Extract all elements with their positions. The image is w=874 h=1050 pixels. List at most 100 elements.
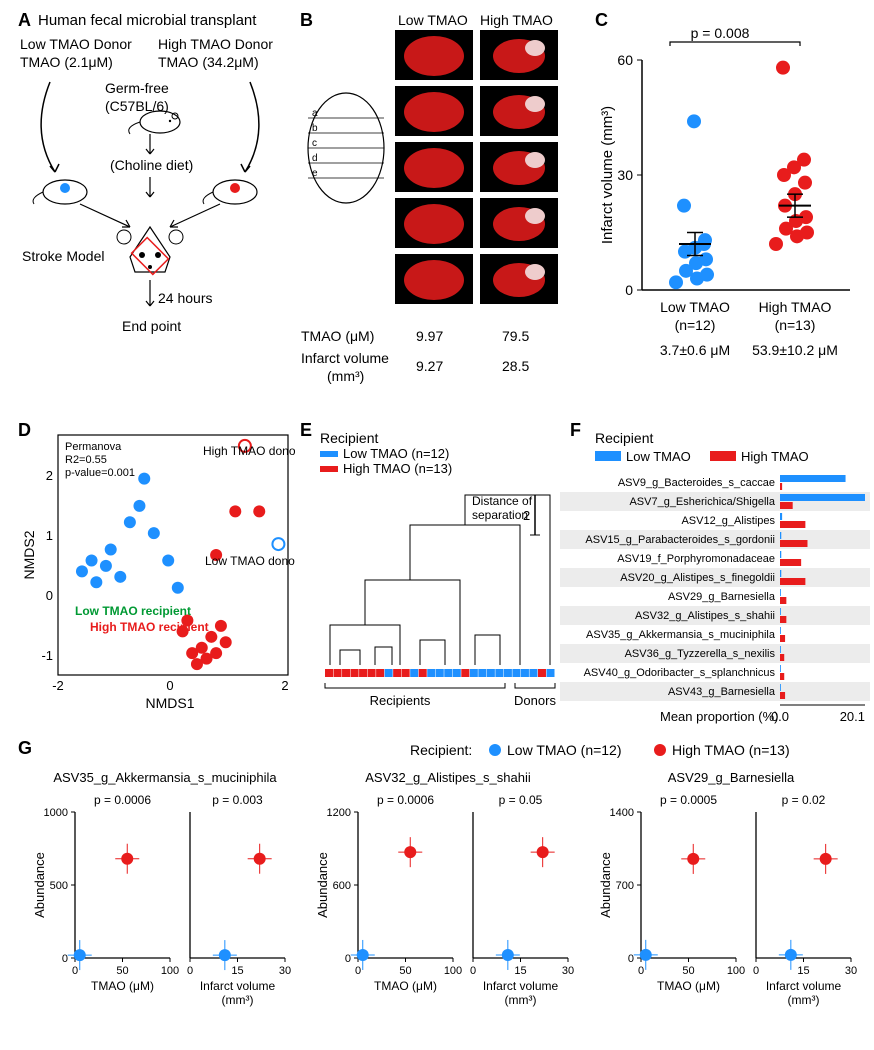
svg-text:p = 0.0006: p = 0.0006 — [94, 793, 151, 807]
panel-label-g: G — [18, 738, 32, 759]
svg-text:Low TMAO (n=12): Low TMAO (n=12) — [343, 446, 449, 461]
svg-text:0.0: 0.0 — [771, 709, 789, 724]
svg-text:ASV35_g_Akkermansia_s_muciniph: ASV35_g_Akkermansia_s_muciniphila — [53, 770, 277, 785]
panel-a-high-donor-l1: High TMAO Donor — [158, 36, 273, 52]
svg-text:ASV29_g_Barnesiella: ASV29_g_Barnesiella — [668, 591, 776, 603]
svg-text:0: 0 — [638, 965, 644, 977]
svg-text:50: 50 — [399, 965, 411, 977]
svg-text:Recipient: Recipient — [320, 430, 378, 446]
svg-text:0: 0 — [628, 953, 634, 965]
svg-text:500: 500 — [50, 880, 68, 892]
panel-e-dendro: Recipient Low TMAO (n=12) High TMAO (n=1… — [310, 425, 565, 715]
svg-text:ASV19_f_Porphyromonadaceae: ASV19_f_Porphyromonadaceae — [617, 553, 775, 565]
svg-text:0: 0 — [470, 965, 476, 977]
svg-text:(mm³): (mm³) — [788, 993, 820, 1007]
panel-b-low-inf: 9.27 — [416, 358, 443, 374]
panel-b-inf-lbl2: (mm³) — [327, 368, 364, 384]
svg-text:d: d — [312, 153, 318, 164]
svg-text:100: 100 — [161, 965, 179, 977]
svg-text:(mm³): (mm³) — [505, 993, 537, 1007]
svg-text:15: 15 — [514, 965, 526, 977]
svg-text:15: 15 — [797, 965, 809, 977]
panel-a-low-donor-l1: Low TMAO Donor — [20, 36, 132, 52]
panel-g-subplot: ASV35_g_Akkermansia_s_muciniphilap = 0.0… — [30, 768, 305, 1038]
panel-g-subplot: ASV32_g_Alistipes_s_shahiip = 0.00060600… — [313, 768, 588, 1038]
svg-text:Infarct volume: Infarct volume — [766, 979, 842, 993]
svg-text:Abundance: Abundance — [32, 852, 47, 918]
panel-label-b: B — [300, 10, 313, 31]
panel-b-high-tmao: 79.5 — [502, 328, 529, 344]
svg-text:High TMAO recipient: High TMAO recipient — [90, 620, 209, 634]
svg-text:3.7±0.6 μM: 3.7±0.6 μM — [660, 342, 730, 358]
svg-text:Donors: Donors — [514, 693, 556, 708]
svg-text:Infarct volume (mm³): Infarct volume (mm³) — [600, 106, 616, 244]
svg-text:ASV15_g_Parabacteroides_s_gord: ASV15_g_Parabacteroides_s_gordonii — [585, 534, 775, 546]
panel-a-title: Human fecal microbial transplant — [38, 12, 256, 29]
panel-a-endpoint: End point — [122, 318, 181, 334]
svg-text:ASV29_g_Barnesiella: ASV29_g_Barnesiella — [668, 770, 795, 785]
svg-text:(n=12): (n=12) — [675, 317, 716, 333]
svg-text:-1: -1 — [41, 648, 53, 663]
svg-text:0: 0 — [625, 282, 633, 298]
svg-text:Infarct volume: Infarct volume — [200, 979, 276, 993]
svg-text:ASV43_g_Barnesiella: ASV43_g_Barnesiella — [668, 686, 776, 698]
svg-text:Recipients: Recipients — [370, 693, 431, 708]
svg-text:a: a — [312, 108, 318, 119]
svg-text:High TMAO: High TMAO — [759, 299, 832, 315]
panel-g-legend: Recipient: Low TMAO (n=12) High TMAO (n=… — [300, 740, 860, 764]
svg-text:30: 30 — [845, 965, 857, 977]
svg-text:e: e — [312, 168, 318, 179]
svg-text:1400: 1400 — [610, 807, 634, 819]
svg-text:Abundance: Abundance — [598, 852, 613, 918]
svg-text:60: 60 — [617, 52, 633, 68]
svg-text:Low TMAO: Low TMAO — [626, 449, 691, 464]
svg-text:Mean proportion (%): Mean proportion (%) — [660, 709, 779, 724]
svg-text:High TMAO donor: High TMAO donor — [203, 444, 295, 458]
svg-text:(mm³): (mm³) — [222, 993, 254, 1007]
svg-text:1200: 1200 — [327, 807, 351, 819]
svg-text:(n=13): (n=13) — [775, 317, 816, 333]
svg-text:1: 1 — [46, 528, 53, 543]
svg-text:p = 0.02: p = 0.02 — [782, 793, 826, 807]
panel-label-a: A — [18, 10, 31, 31]
svg-text:ASV20_g_Alistipes_s_finegoldii: ASV20_g_Alistipes_s_finegoldii — [620, 572, 775, 584]
panel-g-subplot: ASV29_g_Barnesiellap = 0.000507001400Abu… — [596, 768, 871, 1038]
svg-text:Low TMAO (n=12): Low TMAO (n=12) — [507, 742, 622, 758]
svg-text:p = 0.0006: p = 0.0006 — [377, 793, 434, 807]
svg-text:High TMAO: High TMAO — [741, 449, 809, 464]
svg-text:ASV35_g_Akkermansia_s_muciniph: ASV35_g_Akkermansia_s_muciniphila — [586, 629, 776, 641]
svg-text:p-value=0.001: p-value=0.001 — [65, 467, 135, 479]
svg-text:50: 50 — [116, 965, 128, 977]
svg-text:Recipient: Recipient — [595, 430, 653, 446]
svg-text:ASV40_g_Odoribacter_s_splanchn: ASV40_g_Odoribacter_s_splanchnicus — [584, 667, 776, 679]
svg-text:0: 0 — [62, 953, 68, 965]
panel-a-low-donor-l2: TMAO (2.1μM) — [20, 54, 113, 70]
svg-text:Recipient:: Recipient: — [410, 742, 472, 758]
svg-text:TMAO (μM): TMAO (μM) — [91, 979, 154, 993]
panel-b-inf-lbl1: Infarct volume — [301, 350, 389, 366]
panel-a-stroke: Stroke Model — [22, 248, 104, 264]
svg-text:0: 0 — [72, 965, 78, 977]
svg-text:Infarct volume: Infarct volume — [483, 979, 559, 993]
svg-text:0: 0 — [187, 965, 193, 977]
svg-text:0: 0 — [355, 965, 361, 977]
svg-text:1000: 1000 — [44, 807, 68, 819]
svg-text:p = 0.008: p = 0.008 — [691, 25, 750, 41]
svg-text:Abundance: Abundance — [315, 852, 330, 918]
brain-slices: abcde — [395, 30, 565, 323]
svg-text:ASV36_g_Tyzzerella_s_nexilis: ASV36_g_Tyzzerella_s_nexilis — [625, 648, 776, 660]
svg-text:High TMAO (n=13): High TMAO (n=13) — [672, 742, 790, 758]
svg-text:0: 0 — [46, 588, 53, 603]
svg-text:Distance of: Distance of — [472, 494, 533, 508]
panel-b-tmao-lbl: TMAO (μM) — [301, 328, 374, 344]
svg-text:ASV12_g_Alistipes: ASV12_g_Alistipes — [681, 515, 775, 527]
svg-text:ASV32_g_Alistipes_s_shahii: ASV32_g_Alistipes_s_shahii — [635, 610, 775, 622]
svg-text:20.1: 20.1 — [840, 709, 865, 724]
svg-text:30: 30 — [617, 167, 633, 183]
svg-text:c: c — [312, 138, 317, 149]
svg-text:Permanova: Permanova — [65, 441, 122, 453]
svg-text:100: 100 — [727, 965, 745, 977]
svg-text:-2: -2 — [52, 678, 64, 693]
svg-text:High TMAO (n=13): High TMAO (n=13) — [343, 461, 452, 476]
svg-text:0: 0 — [753, 965, 759, 977]
